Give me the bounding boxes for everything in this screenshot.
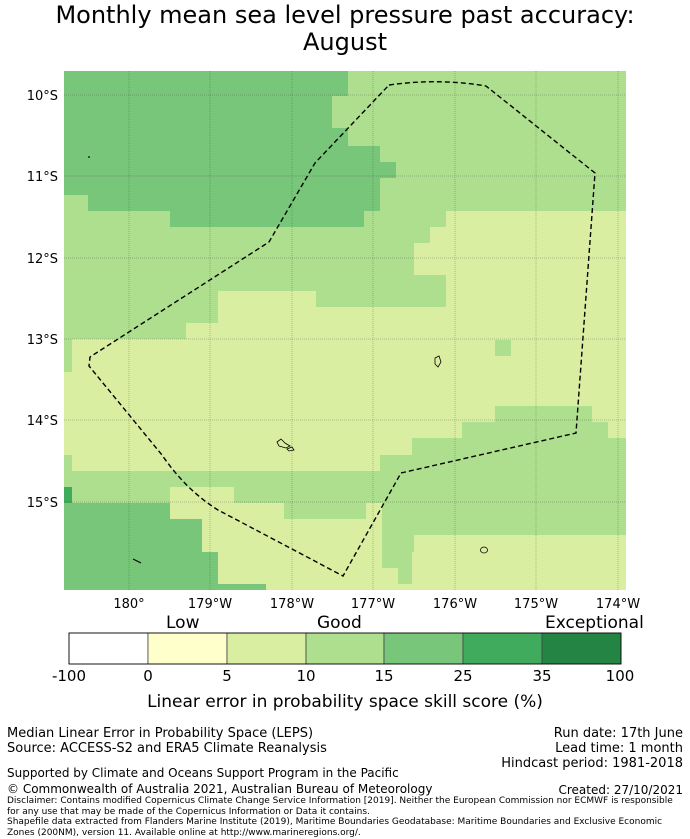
map-title: Monthly mean sea level pressure past acc… — [0, 2, 690, 56]
created-date: Created: 27/10/2021 — [558, 783, 683, 797]
lon-label: 176°W — [433, 597, 477, 612]
hindcast-period: Hindcast period: 1981-2018 — [501, 756, 683, 771]
title-line1: Monthly mean sea level pressure past acc… — [55, 1, 635, 29]
lat-label: 13°S — [27, 333, 58, 348]
lon-label: 178°W — [270, 597, 314, 612]
island-outline — [132, 558, 142, 564]
gridlines — [64, 71, 626, 590]
region-skill-15-25 — [64, 503, 266, 590]
disclaimer-text: Disclaimer: Contains modified Copernicus… — [7, 796, 673, 817]
lon-label: 180° — [113, 597, 144, 612]
colorbar-tick: 5 — [222, 667, 232, 685]
skill-map — [64, 71, 626, 590]
source-text: Source: ACCESS-S2 and ERA5 Climate Reana… — [7, 741, 327, 756]
colorbar-segment — [147, 632, 228, 665]
colorbar-tick: 35 — [532, 667, 552, 685]
lat-label: 15°S — [27, 496, 58, 511]
island-outline — [286, 446, 295, 452]
run-date: Run date: 17th June — [553, 726, 683, 741]
colorbar-segment — [462, 632, 543, 665]
colorbar — [68, 632, 622, 665]
colorbar-segment — [305, 632, 385, 665]
lon-label: 177°W — [351, 597, 395, 612]
lat-label: 10°S — [27, 89, 58, 104]
lat-labels: 10°S 11°S 12°S 13°S 14°S 15°S — [27, 89, 58, 511]
island-outline — [480, 546, 488, 554]
colorbar-category-exceptional: Exceptional — [545, 613, 644, 633]
colorbar-label: Linear error in probability space skill … — [147, 692, 543, 712]
colorbar-segment — [226, 632, 307, 665]
lon-label: 175°W — [514, 597, 558, 612]
colorbar-segment — [541, 632, 622, 665]
colorbar-category-good: Good — [317, 613, 362, 633]
colorbar-tick: 0 — [143, 667, 153, 685]
lat-label: 14°S — [27, 414, 58, 429]
region-skill-10-15 — [64, 339, 72, 372]
lat-label: 12°S — [27, 252, 58, 267]
eez-boundary — [88, 81, 596, 577]
region-skill-15-25 — [64, 71, 396, 227]
support-text: Supported by Climate and Oceans Support … — [7, 766, 399, 780]
shapefile-text: Shapefile data extracted from Flanders M… — [7, 817, 663, 838]
colorbar-tick: 100 — [605, 667, 635, 685]
method-text: Median Linear Error in Probability Space… — [7, 726, 314, 741]
colorbar-category-low: Low — [166, 613, 200, 633]
disclaimer-block: Disclaimer: Contains modified Copernicus… — [7, 796, 683, 838]
region-skill-10-15 — [64, 455, 120, 487]
island-dot — [88, 156, 90, 158]
colorbar-tick: 25 — [453, 667, 473, 685]
copyright-text: © Commonwealth of Australia 2021, Austra… — [7, 782, 433, 796]
colorbar-frame — [68, 632, 622, 665]
region-skill-5-10 — [412, 535, 626, 590]
lon-label: 174°W — [596, 597, 640, 612]
lat-label: 11°S — [27, 170, 58, 185]
region-skill-25-35 — [64, 487, 72, 503]
island-outline — [434, 355, 442, 368]
region-skill-10-15 — [495, 340, 511, 356]
colorbar-tick: 15 — [374, 667, 394, 685]
lon-label: 179°W — [188, 597, 232, 612]
colorbar-segment — [383, 632, 464, 665]
colorbar-segment — [68, 632, 149, 665]
colorbar-tick: -100 — [51, 667, 87, 685]
lon-labels: 180° 179°W 178°W 177°W 176°W 175°W 174°W — [113, 597, 640, 612]
title-line2: August — [303, 28, 387, 56]
lead-time: Lead time: 1 month — [555, 741, 683, 756]
island-outline — [276, 438, 291, 449]
colorbar-tick: 10 — [296, 667, 316, 685]
